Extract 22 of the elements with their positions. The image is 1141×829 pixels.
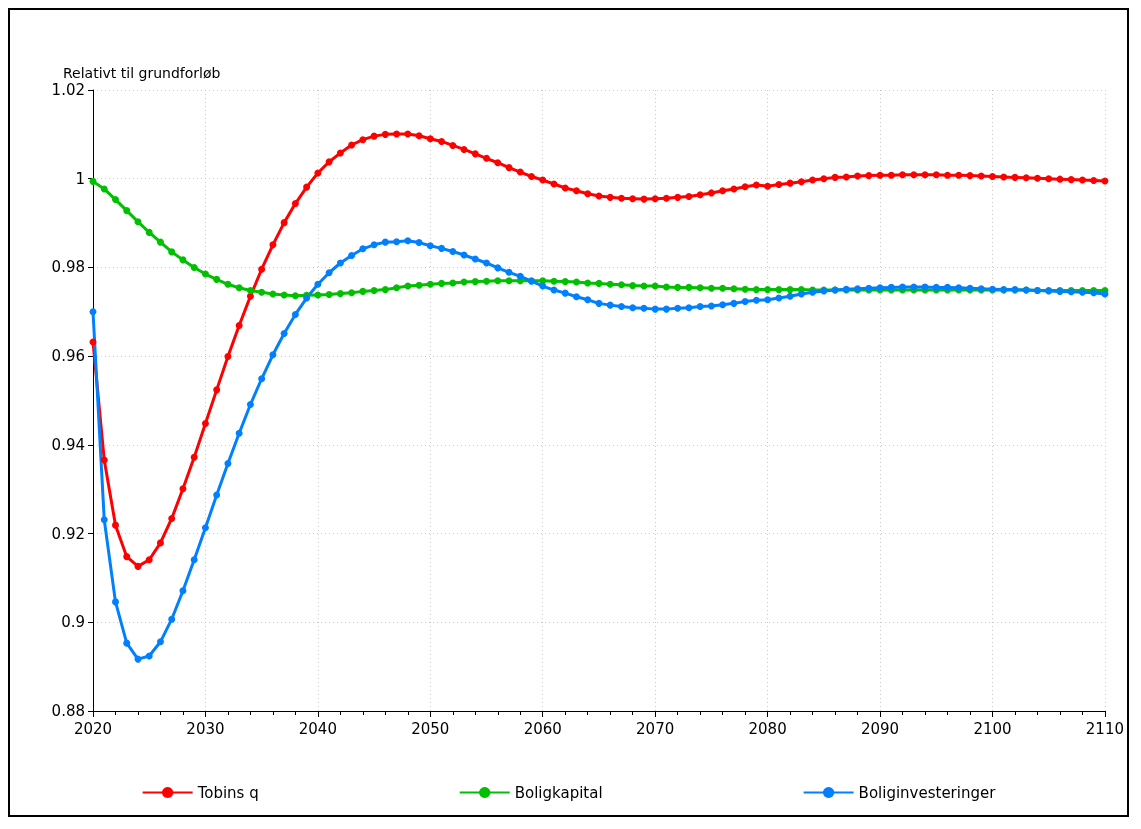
y-tick-label: 0.88 [51,702,85,720]
x-tick-label: 2090 [860,719,900,738]
legend-label: Boliginvesteringer [858,783,997,802]
y-tick-label: 1.02 [51,81,85,99]
y-tick-label: 0.94 [51,435,85,454]
legend-label: Tobins q [196,783,259,802]
y-tick-label: 0.9 [61,613,85,632]
x-tick-label: 2020 [73,719,113,738]
x-tick-label: 2030 [186,719,225,738]
x-tick-label: 2110 [1085,719,1125,738]
y-axis-title: Relativt til grundforløb [63,65,221,81]
x-tick-label: 2040 [298,719,337,738]
y-tick-label: 0.98 [51,258,85,277]
x-tick-label: 2050 [411,719,450,738]
y-tick-label: 1 [75,169,85,188]
legend-label: Boligkapital [514,783,603,802]
y-tick-label: 0.92 [51,524,85,543]
x-tick-label: 2100 [973,719,1012,738]
x-tick-label: 2080 [748,719,787,738]
x-tick-label: 2060 [523,719,562,738]
y-tick-label: 0.96 [51,347,85,366]
x-tick-label: 2070 [636,719,675,738]
